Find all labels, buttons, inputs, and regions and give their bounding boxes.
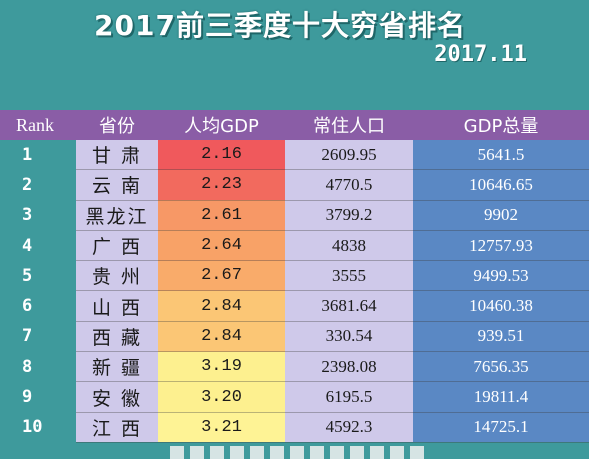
gdp-total-cell: 14725.1 bbox=[413, 412, 589, 443]
province-cell: 贵 州 bbox=[76, 260, 158, 292]
population-cell: 4770.5 bbox=[285, 169, 413, 201]
rank-cell: 1 bbox=[0, 140, 76, 170]
population-cell: 4592.3 bbox=[285, 412, 413, 443]
population-cell: 330.54 bbox=[285, 321, 413, 353]
rank-cell: 2 bbox=[0, 169, 76, 201]
gdp-total-cell: 939.51 bbox=[413, 321, 589, 353]
gdp-total-cell: 9902 bbox=[413, 200, 589, 231]
province-cell: 安 徽 bbox=[76, 381, 158, 413]
per-capita-gdp-cell: 3.20 bbox=[158, 381, 285, 413]
gdp-total-cell: 10460.38 bbox=[413, 290, 589, 322]
gdp-total-cell: 10646.65 bbox=[413, 169, 589, 201]
per-capita-gdp-cell: 2.64 bbox=[158, 230, 285, 262]
province-cell: 西 藏 bbox=[76, 321, 158, 353]
page-title: 2017前三季度十大穷省排名 bbox=[94, 9, 466, 42]
rank-cell: 4 bbox=[0, 230, 76, 261]
column-header-gdp-total: GDP总量 bbox=[413, 110, 589, 140]
province-cell: 山 西 bbox=[76, 290, 158, 322]
per-capita-gdp-cell: 2.67 bbox=[158, 260, 285, 292]
rank-cell: 6 bbox=[0, 290, 76, 322]
table-header-row: Rank 省份 人均GDP 常住人口 GDP总量 bbox=[0, 110, 589, 140]
province-cell: 云 南 bbox=[76, 169, 158, 201]
rank-cell: 8 bbox=[0, 351, 76, 382]
rank-cell: 5 bbox=[0, 260, 76, 291]
rank-cell: 10 bbox=[0, 412, 76, 443]
per-capita-gdp-cell: 2.84 bbox=[158, 290, 285, 322]
population-cell: 2398.08 bbox=[285, 351, 413, 383]
column-header-rank: Rank bbox=[0, 110, 76, 140]
province-cell: 江 西 bbox=[76, 412, 158, 443]
column-header-province: 省份 bbox=[76, 110, 158, 140]
gdp-total-cell: 5641.5 bbox=[413, 140, 589, 171]
rank-cell: 9 bbox=[0, 381, 76, 413]
population-cell: 4838 bbox=[285, 230, 413, 262]
province-cell: 黑龙江 bbox=[76, 200, 158, 231]
footer-text-fragment bbox=[170, 446, 430, 459]
population-cell: 6195.5 bbox=[285, 381, 413, 413]
gdp-total-cell: 9499.53 bbox=[413, 260, 589, 292]
province-cell: 甘 肃 bbox=[76, 140, 158, 171]
population-cell: 3555 bbox=[285, 260, 413, 292]
rank-cell: 3 bbox=[0, 200, 76, 231]
population-cell: 3681.64 bbox=[285, 290, 413, 322]
gdp-total-cell: 19811.4 bbox=[413, 381, 589, 413]
rank-cell: 7 bbox=[0, 321, 76, 352]
column-header-population: 常住人口 bbox=[285, 110, 413, 140]
per-capita-gdp-cell: 2.61 bbox=[158, 200, 285, 231]
gdp-total-cell: 7656.35 bbox=[413, 351, 589, 383]
table-row: 10 江 西 3.21 4592.3 14725.1 bbox=[0, 412, 589, 443]
per-capita-gdp-cell: 2.84 bbox=[158, 321, 285, 353]
per-capita-gdp-cell: 2.16 bbox=[158, 140, 285, 171]
per-capita-gdp-cell: 3.19 bbox=[158, 351, 285, 383]
per-capita-gdp-cell: 2.23 bbox=[158, 169, 285, 201]
per-capita-gdp-cell: 3.21 bbox=[158, 412, 285, 443]
gdp-total-cell: 12757.93 bbox=[413, 230, 589, 262]
table-row: 3 黑龙江 2.61 3799.2 9902 bbox=[0, 200, 589, 231]
province-cell: 新 疆 bbox=[76, 351, 158, 383]
population-cell: 3799.2 bbox=[285, 200, 413, 231]
population-cell: 2609.95 bbox=[285, 140, 413, 171]
column-header-per-capita-gdp: 人均GDP bbox=[158, 110, 285, 140]
date-label: 2017.11 bbox=[434, 42, 527, 67]
province-cell: 广 西 bbox=[76, 230, 158, 262]
